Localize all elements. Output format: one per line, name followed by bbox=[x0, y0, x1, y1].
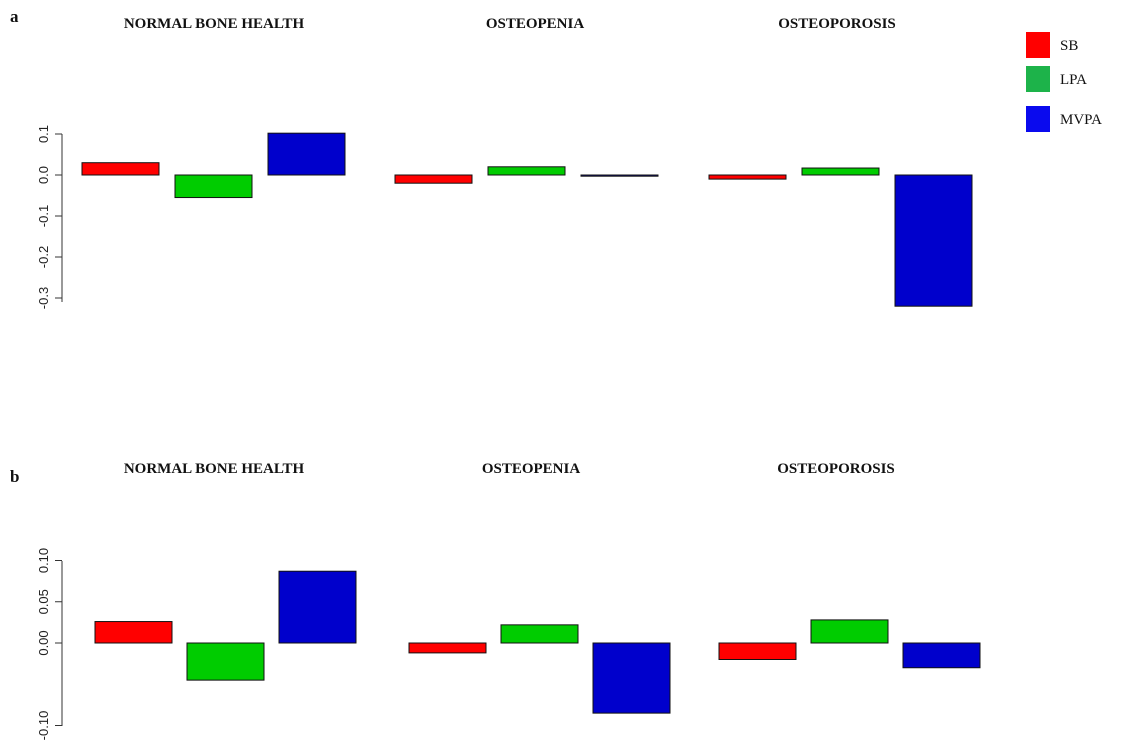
bar-lpa-normal-bone-health bbox=[175, 175, 252, 198]
y-tick-label: -0.10 bbox=[36, 711, 51, 741]
bar-sb-osteopenia bbox=[395, 175, 472, 183]
group-label-osteopenia: OSTEOPENIA bbox=[482, 461, 581, 477]
bar-lpa-normal-bone-health bbox=[187, 643, 264, 680]
legend-label-mvpa: MVPA bbox=[1060, 112, 1102, 128]
bar-mvpa-osteopenia bbox=[581, 175, 658, 176]
group-label-normal-bone-health: NORMAL BONE HEALTH bbox=[124, 461, 305, 477]
bar-sb-normal-bone-health bbox=[95, 622, 172, 643]
bar-lpa-osteopenia bbox=[501, 625, 578, 643]
group-label-osteoporosis: OSTEOPOROSIS bbox=[778, 16, 896, 32]
bar-mvpa-osteoporosis bbox=[895, 175, 972, 306]
bar-lpa-osteoporosis bbox=[802, 168, 879, 175]
y-tick-label: -0.2 bbox=[36, 246, 51, 268]
legend-label-sb: SB bbox=[1060, 38, 1078, 54]
bar-mvpa-normal-bone-health bbox=[268, 133, 345, 175]
bar-sb-osteoporosis bbox=[719, 643, 796, 660]
y-tick-label: 0.05 bbox=[36, 589, 51, 614]
bar-lpa-osteopenia bbox=[488, 167, 565, 175]
bar-sb-osteopenia bbox=[409, 643, 486, 653]
legend-swatch-lpa bbox=[1026, 66, 1050, 92]
bar-mvpa-normal-bone-health bbox=[279, 571, 356, 643]
panel-label-b: b bbox=[10, 467, 19, 486]
legend-label-lpa: LPA bbox=[1060, 72, 1087, 88]
bar-lpa-osteoporosis bbox=[811, 620, 888, 643]
bar-sb-normal-bone-health bbox=[82, 163, 159, 175]
legend-swatch-mvpa bbox=[1026, 106, 1050, 132]
group-label-osteoporosis: OSTEOPOROSIS bbox=[777, 461, 895, 477]
y-tick-label: 0.0 bbox=[36, 166, 51, 184]
legend: SB LPA MVPA bbox=[1026, 32, 1102, 132]
group-label-normal-bone-health: NORMAL BONE HEALTH bbox=[124, 16, 305, 32]
bar-sb-osteoporosis bbox=[709, 175, 786, 179]
bar-mvpa-osteoporosis bbox=[903, 643, 980, 668]
group-label-osteopenia: OSTEOPENIA bbox=[486, 16, 585, 32]
y-tick-label: -0.1 bbox=[36, 205, 51, 227]
y-tick-label: 0.00 bbox=[36, 630, 51, 655]
y-tick-label: -0.3 bbox=[36, 287, 51, 309]
chart-panel-b: b NORMAL BONE HEALTH OSTEOPENIA OSTEOPOROSI… bbox=[10, 461, 980, 740]
bar-mvpa-osteopenia bbox=[593, 643, 670, 713]
y-tick-label: 0.1 bbox=[36, 125, 51, 143]
legend-swatch-sb bbox=[1026, 32, 1050, 58]
panel-label-a: a bbox=[10, 7, 19, 26]
chart-panel-a: a NORMAL BONE HEALTH OSTEOPENIA OSTEOPOROSI… bbox=[10, 7, 972, 309]
y-tick-label: 0.10 bbox=[36, 548, 51, 573]
